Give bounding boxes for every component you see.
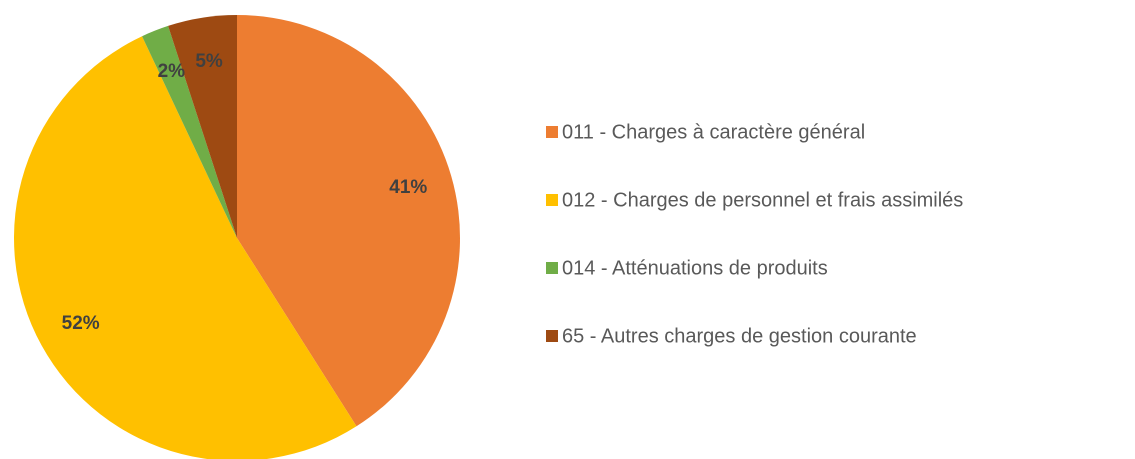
legend-swatch (546, 194, 558, 206)
legend-swatch (546, 330, 558, 342)
data-label: 5% (195, 51, 223, 72)
legend-swatch (546, 262, 558, 274)
legend-swatch (546, 126, 558, 138)
pie (14, 15, 461, 459)
legend-label: 014 - Atténuations de produits (562, 257, 828, 279)
data-labels: 41% 52% 2% 5% (62, 51, 428, 334)
pie-slice (168, 15, 237, 238)
data-label: 41% (389, 177, 427, 198)
pie-slice (237, 15, 461, 427)
pie-slice (142, 25, 237, 238)
legend-label: 011 - Charges à caractère général (562, 121, 865, 143)
legend-label: 65 - Autres charges de gestion courante (562, 325, 917, 347)
legend: 011 - Charges à caractère général 012 - C… (546, 121, 963, 347)
data-label: 2% (158, 61, 186, 82)
data-label: 52% (62, 313, 100, 334)
legend-label: 012 - Charges de personnel et frais assi… (562, 189, 963, 211)
pie-slice (14, 36, 357, 459)
